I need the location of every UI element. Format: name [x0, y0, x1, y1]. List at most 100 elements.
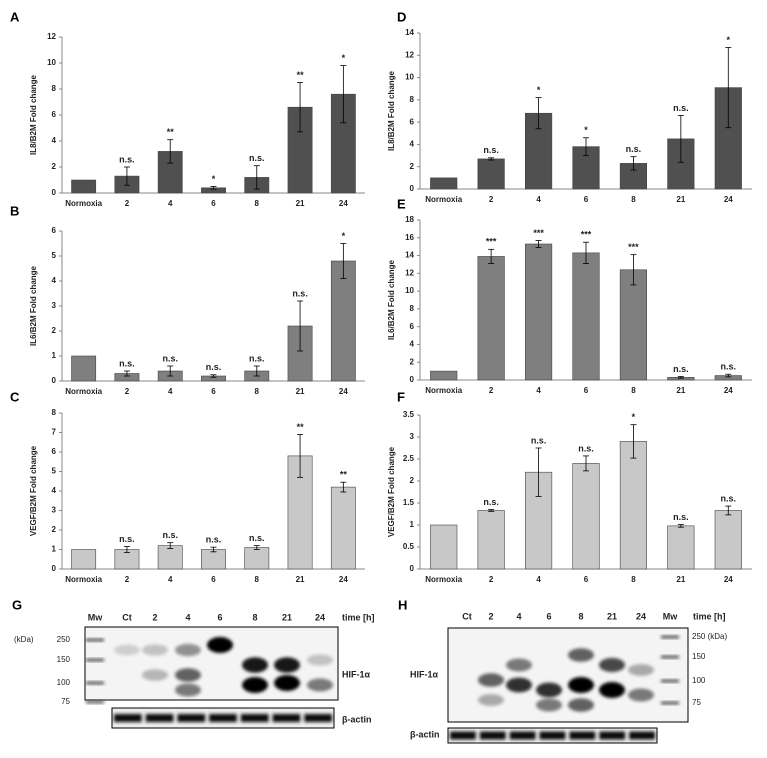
- bar: [572, 252, 600, 381]
- significance-label: **: [340, 470, 348, 480]
- y-tick-label: 16: [405, 233, 414, 242]
- protein-band: [506, 677, 532, 693]
- loading-band: [114, 714, 142, 722]
- lane-label: 8: [578, 611, 583, 621]
- x-tick-label: Normoxia: [425, 575, 462, 584]
- y-tick-label: 1: [52, 351, 57, 360]
- y-tick-label: 18: [405, 215, 414, 224]
- x-tick-label: 6: [211, 575, 216, 584]
- x-tick-label: 21: [296, 199, 305, 208]
- marker-label: 75: [61, 697, 70, 706]
- y-tick-label: 8: [52, 84, 57, 93]
- significance-label: n.s.: [119, 534, 135, 544]
- x-tick-label: 4: [536, 195, 541, 204]
- protein-band: [242, 677, 268, 693]
- x-tick-label: 4: [536, 386, 541, 395]
- y-tick-label: 3: [52, 506, 57, 515]
- lane-label: 21: [282, 612, 292, 622]
- bar: [477, 256, 505, 381]
- error-bar: [253, 365, 260, 377]
- significance-label: n.s.: [578, 443, 594, 453]
- significance-label: **: [167, 127, 175, 137]
- loading-band: [240, 714, 269, 722]
- protein-band: [307, 654, 333, 666]
- y-tick-label: 14: [405, 251, 414, 260]
- x-tick-label: 6: [584, 386, 589, 395]
- significance-label: n.s.: [206, 535, 222, 545]
- significance-label: n.s.: [673, 512, 689, 522]
- y-tick-label: 0.5: [403, 542, 415, 551]
- y-tick-label: 5: [52, 467, 57, 476]
- protein-band: [628, 664, 654, 676]
- significance-label: n.s.: [483, 497, 499, 507]
- error-bar: [630, 156, 637, 171]
- blot-membrane: [84, 626, 339, 701]
- y-tick-label: 7: [52, 428, 57, 437]
- protein-band: [175, 643, 201, 657]
- x-tick-label: 2: [125, 387, 130, 396]
- bar: [572, 463, 600, 570]
- error-bar: [488, 509, 495, 512]
- y-tick-label: 3.5: [403, 410, 415, 419]
- x-tick-label: 24: [724, 386, 733, 395]
- protein-band: [242, 657, 268, 673]
- panel-label: A: [10, 9, 20, 24]
- ladder-band: [86, 658, 104, 662]
- x-tick-label: 24: [339, 199, 348, 208]
- bar: [201, 549, 226, 570]
- error-bar: [677, 115, 684, 163]
- x-tick-label: 8: [631, 386, 636, 395]
- bar: [244, 547, 270, 570]
- protein-band: [142, 644, 168, 656]
- loading-band: [629, 731, 655, 740]
- error-bar: [123, 370, 130, 377]
- y-tick-label: 0: [410, 375, 415, 384]
- bar: [714, 510, 742, 570]
- bar: [71, 179, 97, 194]
- significance-label: **: [297, 70, 305, 80]
- error-bar: [630, 424, 637, 459]
- panel-label: D: [397, 9, 406, 24]
- ladder-band: [661, 679, 679, 683]
- x-tick-label: 4: [168, 199, 173, 208]
- error-bar: [535, 97, 542, 130]
- bar: [619, 269, 648, 381]
- x-tick-label: 2: [489, 386, 494, 395]
- significance-label: n.s.: [531, 435, 547, 445]
- significance-label: n.s.: [673, 103, 689, 113]
- y-tick-label: 4: [52, 276, 57, 285]
- y-tick-label: 8: [52, 408, 57, 417]
- bar: [287, 106, 313, 194]
- error-bar: [297, 434, 304, 478]
- y-tick-label: 14: [405, 28, 414, 37]
- marker-label: 150: [57, 655, 71, 664]
- y-tick-label: 2: [52, 326, 57, 335]
- error-bar: [340, 65, 347, 124]
- error-bar: [677, 376, 684, 379]
- y-tick-label: 2.5: [403, 454, 415, 463]
- x-tick-label: 6: [211, 199, 216, 208]
- significance-label: n.s.: [162, 353, 178, 363]
- bar: [71, 355, 97, 382]
- x-tick-label: Normoxia: [425, 195, 462, 204]
- error-bar: [210, 546, 217, 553]
- loading-band: [177, 714, 206, 722]
- x-tick-label: 8: [631, 575, 636, 584]
- significance-label: ***: [581, 230, 592, 240]
- y-tick-label: 10: [47, 58, 56, 67]
- x-tick-label: Normoxia: [425, 386, 462, 395]
- y-tick-label: 1: [52, 545, 57, 554]
- error-bar: [488, 248, 495, 264]
- protein-band: [175, 683, 201, 697]
- y-tick-label: 10: [405, 286, 414, 295]
- x-tick-label: 24: [339, 387, 348, 396]
- protein-band: [506, 658, 532, 672]
- error-bar: [583, 455, 589, 472]
- marker-label: 250 (kDa): [692, 632, 727, 641]
- y-tick-label: 4: [52, 486, 57, 495]
- significance-label: n.s.: [673, 364, 689, 374]
- lane-label: 6: [217, 612, 222, 622]
- significance-label: ***: [628, 242, 639, 252]
- y-axis-label: IL8/B2M Fold change: [387, 70, 396, 151]
